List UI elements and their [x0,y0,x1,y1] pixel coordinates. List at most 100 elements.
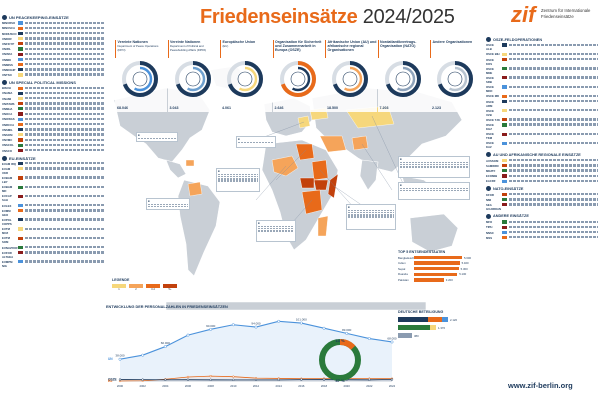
mission-row[interactable]: BINUH [2,86,104,90]
org-card[interactable]: Organisation für Sicherheit und Zusammen… [272,40,325,112]
mission-row[interactable]: EUTM MOZ [2,227,104,235]
mission-row[interactable]: MSS [486,236,598,240]
mission-row[interactable]: OSCE MNE [486,67,598,75]
org-card[interactable]: Europäische Union (EU) 4.061 [220,40,272,112]
org-card[interactable]: Vereinte Nationen Department of Political… [167,40,220,112]
legend-item: 3-4 [146,284,160,291]
mission-row[interactable]: EUNAVFOR [2,246,104,250]
mission-row[interactable]: EUBAM LBY [2,176,104,184]
mission-row[interactable]: UNSMIL [2,128,104,132]
left-mission-lists: UN PEACEKEEPING-EINSÄTZE MINURSO MINUSCA MO… [2,12,104,396]
mission-row[interactable]: EUBAM MD [2,185,104,193]
mission-row[interactable]: UNAMA [2,91,104,95]
mission-row[interactable]: UNIFIL [2,47,104,51]
ring-segment [384,61,421,97]
mission-row[interactable]: UNMHA [2,107,104,111]
zif-logo[interactable]: zif Zentrum für Internationale Friedense… [505,2,595,32]
section-dot-icon [2,15,7,20]
mission-row[interactable]: UNISFA [2,52,104,56]
mission-row[interactable]: NNSC [486,231,598,235]
footer-url[interactable]: www.zif-berlin.org [508,381,573,390]
mission-row[interactable]: OSCE MKD [486,85,598,93]
mission-row[interactable]: OSCE KGZ [486,123,598,131]
section-heading-text: OSZE-FELDOPERATIONEN [493,37,543,42]
mission-row[interactable]: MINUSCA [2,26,104,30]
mission-row[interactable]: OSCE UZB [486,109,598,117]
mission-row[interactable]: EUPOL COPPS [2,218,104,226]
flag-icon [18,42,23,46]
mission-row[interactable]: EUMPM NIG [2,260,104,268]
mission-row[interactable]: OSCE SRB [486,76,598,84]
mission-description-line [25,143,104,147]
mission-row[interactable]: KFOR [486,193,598,197]
org-card[interactable]: Afrikanische Union (AU) und afrikanische… [325,40,377,112]
mission-row[interactable]: UNSCO [2,149,104,153]
map-callout[interactable]: ■ [136,132,178,142]
mission-row[interactable]: SAMIDRC [486,164,598,168]
mission-row[interactable]: MINURSO [2,21,104,25]
mission-row[interactable]: OSCE ALB [486,43,598,51]
mission-row[interactable]: UNITAMS [2,102,104,106]
mission-row[interactable]: UNRCCA [2,123,104,127]
mission-row[interactable]: UNDOF [2,37,104,41]
mission-row[interactable]: OSCE TKM [486,132,598,140]
org-card[interactable]: Vereinte Nationen Department of Peace Ope… [115,40,167,112]
mission-row[interactable]: UNFICYP [2,42,104,46]
ring-segment [332,61,368,97]
mission-row[interactable]: EULEX [2,204,104,208]
mission-row[interactable]: SEA GUARDIAN [486,203,598,211]
mission-row[interactable]: MFO [486,220,598,224]
mission-row[interactable]: OSCE TJK [486,118,598,122]
mission-row[interactable]: AUSSOM [486,159,598,163]
mission-row[interactable]: ECOMIB [486,174,598,178]
mission-row[interactable]: EUAM UKR [2,167,104,175]
mission-row[interactable]: EUMM GEO [2,209,104,217]
mission-row[interactable]: UNMIK [2,58,104,62]
org-card[interactable]: Nordatlantikvertrags-Organisation (NATO)… [377,40,430,112]
mission-row[interactable]: EACRF [486,179,598,183]
contrib-bar [414,255,462,260]
legend-item: 2 [129,284,143,291]
mission-code: BINUH [2,86,11,91]
mission-row[interactable]: EUAM IRQ [2,162,104,166]
org-card[interactable]: Andere Organisationen 2.123 [430,40,482,112]
mission-row[interactable]: EUFOR ALTHEA [2,251,104,259]
data-point [231,323,235,327]
mission-row[interactable]: OSCE KAZ [486,141,598,149]
mission-description-line [25,204,104,207]
map-callout[interactable]: ■ [146,198,190,210]
mission-row[interactable]: UNMISS [2,63,104,67]
x-tick-label: 2010 [230,384,237,388]
flag-icon [18,68,23,72]
mission-row[interactable]: EUCAP SAH [2,194,104,202]
mission-row[interactable]: OSCE KOS [486,58,598,66]
map-callout[interactable]: ■ [236,136,276,148]
mission-row[interactable]: UNMOGIP [2,68,104,72]
callout-code: ■ [348,206,350,209]
map-callout[interactable]: ■ [398,182,470,200]
flag-icon [502,192,507,197]
mission-row[interactable]: MONUSCO [2,32,104,36]
mission-row[interactable]: OSCE ARM [486,100,598,108]
contrib-value: 3.200 [445,277,453,282]
mission-row[interactable]: OSCE BIH [486,52,598,56]
mission-row[interactable]: UNTSO [2,73,104,77]
map-callout[interactable]: ■ [216,168,260,192]
mission-row[interactable]: UNSOM [2,133,104,137]
mission-row[interactable]: TIPH [486,225,598,229]
mission-row[interactable]: UNVMC [2,138,104,142]
mission-row[interactable]: NMI [486,198,598,202]
mission-row[interactable]: UNOCA [2,112,104,116]
mission-code: UNIFIL [2,47,12,52]
mission-row[interactable]: OSCE MD [486,94,598,98]
mission-description-line [25,218,104,221]
mission-row[interactable]: EUTM SOM [2,236,104,244]
map-callout[interactable]: ■ [346,204,396,230]
mission-row[interactable]: UNSCOL [2,143,104,147]
mission-row[interactable]: MNJTF [486,169,598,173]
mission-row[interactable]: UNAMI [2,97,104,101]
mission-row[interactable]: UNOWAS [2,117,104,121]
region-mozambique [317,215,329,237]
map-callout[interactable]: ■ [398,156,470,178]
map-callout[interactable]: ■ [256,220,296,242]
